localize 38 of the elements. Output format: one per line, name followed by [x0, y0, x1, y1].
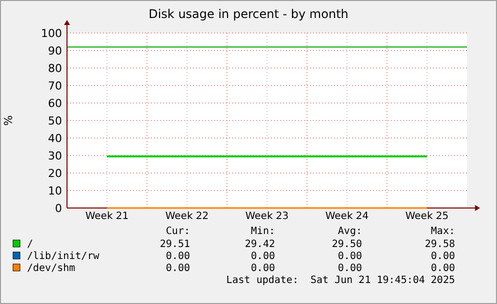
text: 0.00: [338, 263, 362, 274]
y-tick-label: 70: [48, 79, 62, 92]
y-tick-label: 20: [48, 166, 62, 180]
text: 29.42: [244, 239, 275, 250]
y-tick-label: 100: [41, 26, 62, 40]
chart-title: Disk usage in percent - by month: [148, 7, 348, 21]
y-tick-label: 60: [48, 96, 62, 110]
text: Cur:: [166, 226, 190, 237]
text: 29.50: [332, 239, 362, 250]
text: 0.00: [166, 251, 190, 262]
x-tick-label: Week 25: [405, 211, 449, 222]
text: Min:: [250, 226, 275, 237]
x-tick-label: Week 23: [245, 211, 289, 222]
y-axis-title: %: [2, 115, 15, 126]
text: 0.00: [430, 263, 455, 274]
text: Avg:: [338, 226, 362, 237]
text: 0.00: [250, 263, 275, 274]
y-tick-label: 50: [48, 114, 62, 128]
y-tick-label: 90: [48, 44, 62, 58]
text: 29.51: [160, 239, 190, 250]
y-tick-label: 80: [48, 62, 62, 75]
legend-label: /lib/init/rw: [27, 251, 100, 262]
legend-label: /: [27, 239, 34, 250]
x-tick-label: Week 21: [85, 211, 129, 222]
text: 0.00: [430, 251, 455, 262]
y-tick-label: 30: [48, 149, 62, 162]
text: 29.58: [424, 239, 455, 250]
text: Max:: [430, 226, 455, 237]
x-tick-label: Week 24: [325, 211, 369, 222]
y-tick-label: 10: [48, 184, 62, 198]
x-tick-label: Week 22: [165, 211, 209, 222]
text: 0.00: [338, 251, 362, 262]
text: 0.00: [166, 263, 190, 274]
text: 0.00: [250, 251, 275, 262]
legend-label: /dev/shm: [27, 263, 76, 274]
y-tick-label: 40: [48, 132, 62, 145]
text: Last update: Sat Jun 21 19:45:04 2025: [226, 275, 455, 286]
y-tick-label: 0: [55, 202, 62, 215]
